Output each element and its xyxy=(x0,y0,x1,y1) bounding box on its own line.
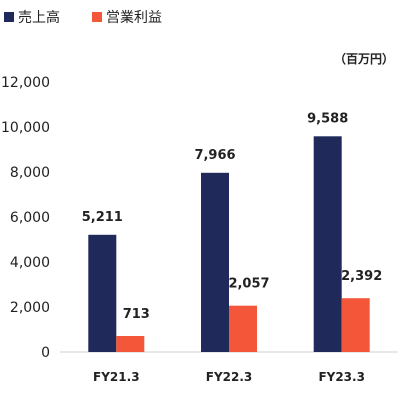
bar-sales xyxy=(313,136,342,352)
x-category-label: FY22.3 xyxy=(206,370,253,384)
bar-operating-profit xyxy=(341,298,370,352)
legend: 売上高 営業利益 xyxy=(4,9,162,26)
y-tick-label: 0 xyxy=(41,345,50,361)
y-axis-ticks: 0 2,000 4,000 6,000 8,000 10,000 12,000 xyxy=(1,75,50,361)
data-label-operating-profit: 2,057 xyxy=(228,277,269,292)
y-tick-label: 12,000 xyxy=(1,75,50,91)
bar-sales xyxy=(88,234,117,352)
bar-sales xyxy=(201,172,229,352)
y-tick-label: 10,000 xyxy=(1,120,50,136)
legend-swatch-operating-profit xyxy=(92,12,102,22)
legend-swatch-sales xyxy=(4,12,14,22)
bar-operating-profit xyxy=(229,305,257,352)
y-tick-label: 2,000 xyxy=(10,300,50,316)
legend-label-operating-profit: 営業利益 xyxy=(106,10,162,26)
bar-operating-profit xyxy=(116,336,145,352)
y-tick-label: 4,000 xyxy=(10,255,50,271)
data-label-sales: 5,211 xyxy=(82,210,123,225)
bars xyxy=(88,136,370,352)
x-category-label: FY21.3 xyxy=(93,370,140,384)
unit-label: （百万円） xyxy=(334,51,394,66)
y-tick-label: 8,000 xyxy=(10,165,50,181)
data-label-operating-profit: 713 xyxy=(123,307,150,322)
data-label-sales: 9,588 xyxy=(307,111,348,126)
data-label-sales: 7,966 xyxy=(194,148,235,163)
x-axis-categories: FY21.3 FY22.3 FY23.3 xyxy=(93,370,365,384)
legend-label-sales: 売上高 xyxy=(18,9,60,26)
data-label-operating-profit: 2,392 xyxy=(341,269,382,284)
x-category-label: FY23.3 xyxy=(318,370,365,384)
y-tick-label: 6,000 xyxy=(10,210,50,226)
data-labels: 5,211 713 7,966 2,057 9,588 2,392 xyxy=(82,111,383,322)
